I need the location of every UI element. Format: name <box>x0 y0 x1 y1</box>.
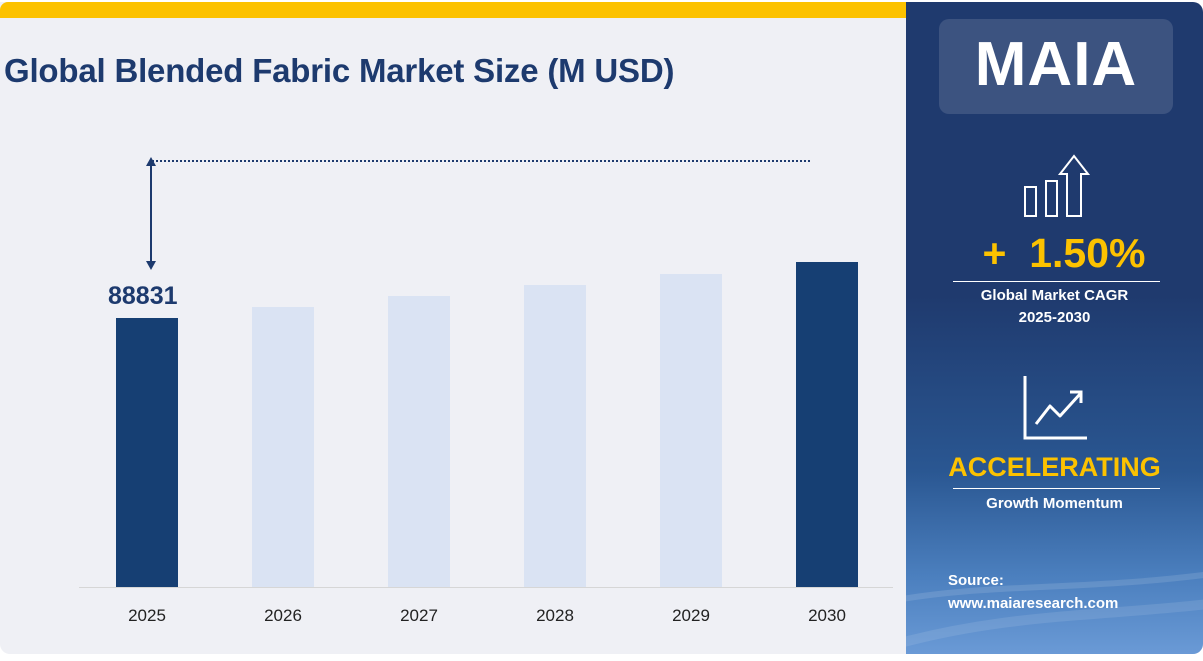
reference-dotted-line <box>152 160 810 162</box>
source-url[interactable]: www.maiaresearch.com <box>948 595 1119 612</box>
value-label-2025: 88831 <box>108 282 178 310</box>
bar-chart-up-arrow-icon <box>1024 154 1091 217</box>
cagr-value: + 1.50% <box>982 230 1146 276</box>
bar-2029 <box>660 274 722 588</box>
bar-2025 <box>116 318 178 588</box>
x-tick-2029: 2029 <box>672 606 710 625</box>
logo-box: MAIA <box>939 19 1173 114</box>
chart-panel: Global Blended Fabric Market Size (M USD… <box>0 2 906 654</box>
decorative-swoosh <box>906 572 1203 647</box>
momentum-value: ACCELERATING <box>948 452 1161 482</box>
x-tick-2028: 2028 <box>536 606 574 625</box>
logo: MAIA <box>974 30 1138 99</box>
source-label: Source: <box>948 572 1004 589</box>
x-tick-2025: 2025 <box>128 606 166 625</box>
line-chart-trend-icon <box>1023 376 1087 440</box>
momentum-label: Growth Momentum <box>986 495 1123 512</box>
x-axis <box>79 587 893 588</box>
x-tick-2027: 2027 <box>400 606 438 625</box>
bar-2030 <box>796 262 858 588</box>
growth-arrow-icon <box>146 157 156 270</box>
source: Source: www.maiaresearch.com <box>948 569 1118 615</box>
bar-2028 <box>524 285 586 588</box>
bar-2027 <box>388 296 450 588</box>
summary-sidebar: MAIA + 1.50% Global Market CAGR 2025-203… <box>906 2 1203 654</box>
page-title: Global Blended Fabric Market Size (M USD… <box>4 52 675 89</box>
cagr-label: Global Market CAGR <box>980 287 1129 304</box>
accent-bar <box>0 2 906 18</box>
x-tick-2030: 2030 <box>808 606 846 625</box>
divider <box>953 488 1160 489</box>
x-tick-2026: 2026 <box>264 606 302 625</box>
bar-chart: 88831 2025 2026 2027 2028 2029 2030 <box>0 2 906 654</box>
cagr-period: 2025-2030 <box>1018 309 1091 326</box>
bar-2026 <box>252 307 314 588</box>
divider <box>953 281 1160 282</box>
